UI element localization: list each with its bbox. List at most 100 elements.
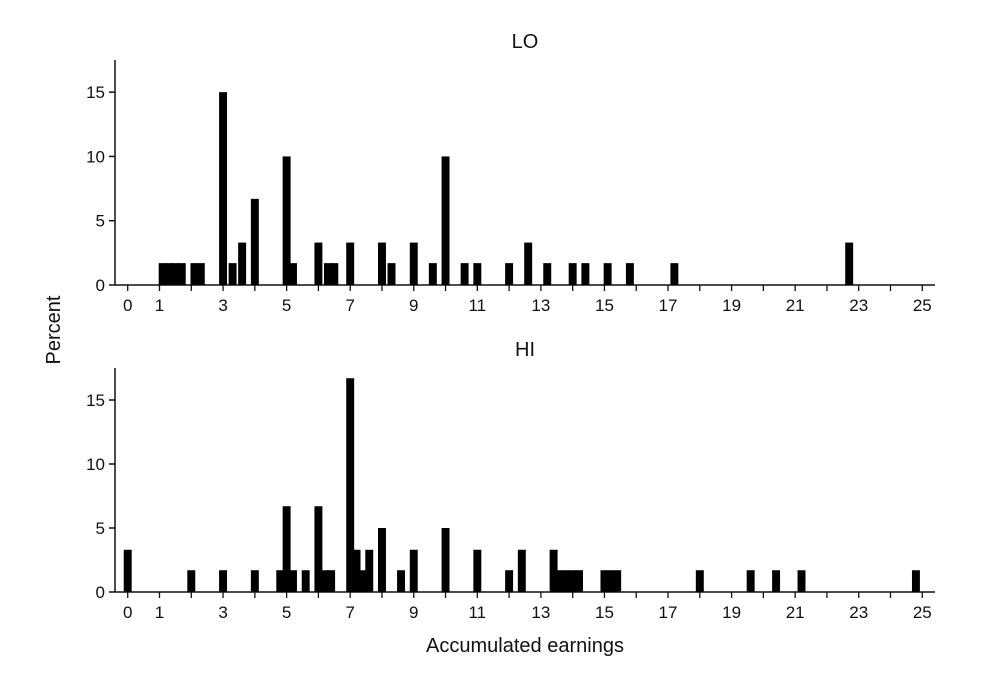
bar-1-25	[568, 570, 577, 592]
bar-0-11	[289, 263, 297, 285]
bar-0-22	[473, 263, 482, 285]
bar-0-28	[603, 263, 612, 285]
bar-1-18	[441, 528, 450, 592]
x-tick-label-1-17: 17	[659, 603, 678, 622]
bar-1-31	[746, 570, 755, 592]
x-tick-label-0-15: 15	[595, 296, 614, 315]
bar-1-15	[378, 528, 386, 592]
x-tick-label-1-19: 19	[722, 603, 741, 622]
bar-1-26	[575, 570, 584, 592]
bar-0-5	[196, 263, 205, 285]
x-tick-label-1-9: 9	[409, 603, 418, 622]
bar-0-20	[441, 156, 450, 285]
bar-1-10	[327, 570, 336, 592]
y-tick-label-0-0: 0	[96, 276, 105, 295]
x-tick-label-0-1: 1	[155, 296, 164, 315]
bar-0-14	[330, 263, 339, 285]
bar-0-23	[505, 263, 514, 285]
bar-1-29	[613, 570, 622, 592]
bar-0-27	[581, 263, 590, 285]
bar-0-18	[409, 242, 418, 285]
x-tick-label-1-13: 13	[531, 603, 550, 622]
bar-1-21	[517, 549, 526, 592]
x-tick-label-1-5: 5	[282, 603, 291, 622]
x-tick-label-1-7: 7	[345, 603, 354, 622]
y-tick-label-0-15: 15	[86, 83, 105, 102]
x-tick-label-1-3: 3	[218, 603, 227, 622]
bar-1-14	[365, 549, 374, 592]
x-tick-label-1-11: 11	[468, 603, 486, 622]
x-tick-label-1-25: 25	[913, 603, 932, 622]
bar-1-30	[695, 570, 704, 592]
bar-1-24	[562, 570, 571, 592]
x-tick-label-0-7: 7	[345, 296, 354, 315]
y-tick-label-1-0: 0	[96, 583, 105, 602]
x-tick-label-0-17: 17	[659, 296, 678, 315]
bar-0-24	[524, 242, 533, 285]
bar-0-1	[165, 263, 174, 285]
x-tick-label-1-21: 21	[786, 603, 805, 622]
bar-0-6	[219, 92, 228, 286]
x-tick-label-1-23: 23	[849, 603, 868, 622]
bar-0-3	[177, 263, 186, 285]
x-tick-label-0-11: 11	[468, 296, 486, 315]
bar-1-1	[187, 570, 196, 592]
bar-1-3	[250, 570, 259, 592]
bar-0-31	[845, 242, 854, 285]
bar-1-27	[600, 570, 609, 592]
bar-0-29	[625, 263, 634, 285]
bar-0-12	[314, 242, 323, 285]
bar-1-34	[911, 570, 920, 592]
bar-1-16	[397, 570, 406, 592]
bar-0-13	[323, 263, 332, 285]
x-tick-label-0-13: 13	[531, 296, 550, 315]
bar-1-7	[301, 570, 310, 592]
y-tick-label-0-5: 5	[96, 212, 105, 231]
x-tick-label-0-25: 25	[913, 296, 932, 315]
bar-0-8	[238, 242, 247, 285]
panel-title-0: LO	[512, 31, 539, 53]
bar-1-33	[797, 570, 806, 592]
x-tick-label-0-5: 5	[282, 296, 291, 315]
bar-1-6	[289, 570, 297, 592]
bar-1-11	[346, 378, 355, 592]
y-tick-label-1-10: 10	[86, 455, 105, 474]
bar-1-5	[282, 506, 291, 592]
bar-1-0	[123, 549, 132, 592]
bar-0-16	[378, 242, 386, 285]
x-tick-label-1-15: 15	[595, 603, 614, 622]
bar-0-9	[250, 198, 259, 285]
bar-0-30	[670, 263, 679, 285]
bar-1-12	[352, 549, 361, 592]
bar-1-8	[314, 506, 323, 592]
bar-0-4	[190, 263, 199, 285]
x-tick-label-0-3: 3	[218, 296, 227, 315]
shared-y-axis-title: Percent	[43, 295, 65, 364]
bar-0-26	[568, 263, 577, 285]
bar-0-15	[346, 242, 355, 285]
bar-1-9	[320, 570, 329, 592]
bar-1-28	[606, 570, 615, 592]
bar-0-21	[460, 263, 469, 285]
bar-1-2	[219, 570, 228, 592]
x-tick-label-1-1: 1	[155, 603, 164, 622]
y-tick-label-0-10: 10	[86, 147, 105, 166]
bar-0-2	[171, 263, 180, 285]
bar-0-7	[228, 263, 237, 285]
y-tick-label-1-5: 5	[96, 519, 105, 538]
x-tick-label-0-9: 9	[409, 296, 418, 315]
bar-1-19	[473, 549, 482, 592]
x-tick-label-0-21: 21	[786, 296, 805, 315]
x-axis-title-1: Accumulated earnings	[426, 635, 624, 657]
y-tick-label-1-15: 15	[86, 391, 105, 410]
x-tick-label-0-19: 19	[722, 296, 741, 315]
panel-title-1: HI	[515, 339, 535, 361]
bar-0-10	[282, 156, 291, 285]
bar-0-17	[387, 263, 396, 285]
bar-1-20	[505, 570, 514, 592]
bar-0-0	[158, 263, 167, 285]
bar-1-13	[358, 570, 367, 592]
